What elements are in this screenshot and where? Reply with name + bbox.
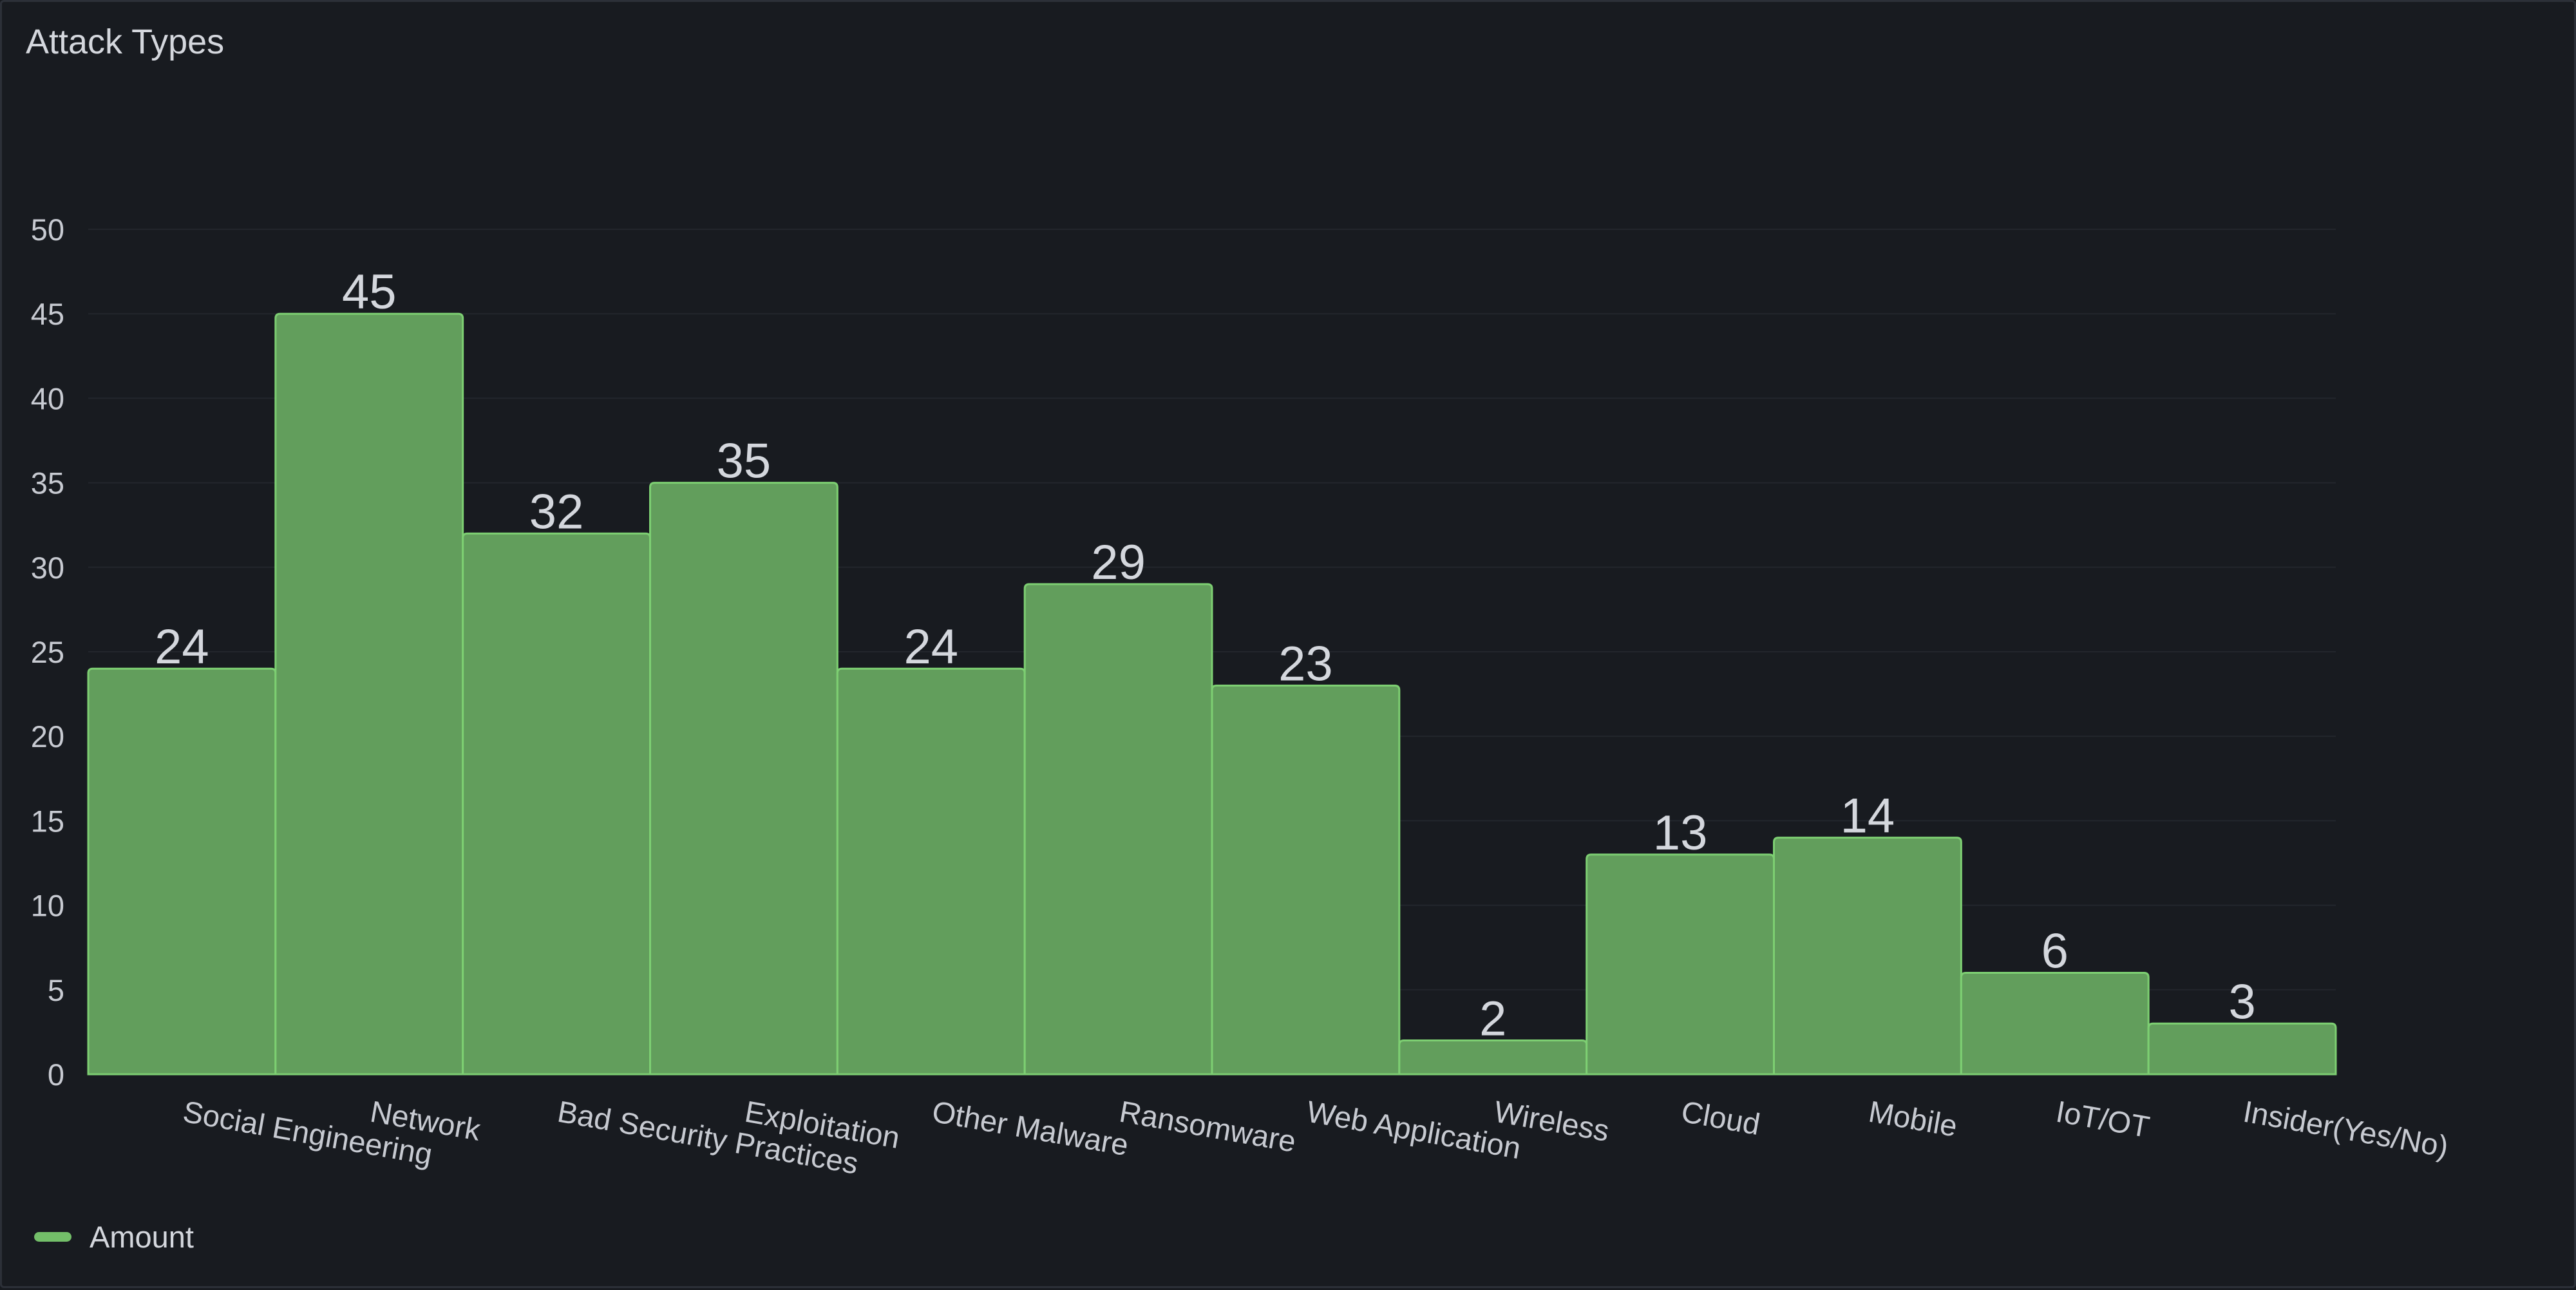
x-tick-label: Web Application <box>1304 1094 1523 1166</box>
bar[interactable] <box>462 532 651 1076</box>
x-tick-label: Cloud <box>1679 1094 1763 1142</box>
legend-label-amount[interactable]: Amount <box>90 1220 194 1254</box>
bar-value-label: 6 <box>2041 924 2069 979</box>
bar[interactable] <box>87 667 277 1076</box>
bar-value-label: 24 <box>155 620 209 674</box>
x-tick-label: Insider(Yes/No) <box>2240 1094 2450 1164</box>
bar[interactable] <box>274 312 464 1076</box>
y-tick-label: 20 <box>31 719 64 754</box>
y-tick-label: 50 <box>31 213 64 247</box>
bar-value-label: 32 <box>529 484 584 539</box>
x-tick-label: IoT/OT <box>2054 1094 2152 1144</box>
y-tick-label: 10 <box>31 889 64 923</box>
bar[interactable] <box>649 482 838 1076</box>
bar-value-label: 45 <box>342 265 397 319</box>
bar[interactable] <box>1211 684 1401 1076</box>
y-tick-label: 5 <box>48 973 64 1007</box>
bar-value-label: 23 <box>1278 636 1333 691</box>
y-tick-label: 40 <box>31 381 64 415</box>
x-tick-label: Mobile <box>1866 1094 1960 1143</box>
value-labels: 24 45 32 35 24 29 23 2 13 14 6 3 <box>155 265 2256 1046</box>
y-tick-label: 15 <box>31 804 64 838</box>
bar-value-label: 29 <box>1091 535 1146 590</box>
y-tick-label: 25 <box>31 635 64 669</box>
bar-value-label: 35 <box>717 434 772 489</box>
bar-value-label: 24 <box>904 620 958 674</box>
legend[interactable]: Amount <box>34 1219 194 1255</box>
bar-value-label: 2 <box>1479 992 1506 1047</box>
x-tick-label: Ransomware <box>1117 1094 1298 1159</box>
bar-value-label: 14 <box>1841 789 1895 844</box>
y-tick-label: 35 <box>31 466 64 500</box>
y-tick-label: 30 <box>31 551 64 585</box>
bar[interactable] <box>1023 583 1213 1076</box>
bar[interactable] <box>1773 837 1962 1076</box>
bar[interactable] <box>2147 1022 2337 1076</box>
bar-value-label: 3 <box>2228 974 2255 1029</box>
bar[interactable] <box>836 667 1026 1076</box>
bar[interactable] <box>1586 853 1775 1076</box>
bar[interactable] <box>1960 972 2150 1076</box>
bars <box>87 312 2337 1076</box>
panel-title: Attack Types <box>26 23 225 61</box>
y-axis-ticks: 0 5 10 15 20 25 30 35 40 45 50 <box>31 213 64 1092</box>
y-tick-label: 0 <box>48 1058 64 1092</box>
legend-swatch <box>34 1232 71 1242</box>
y-tick-label: 45 <box>31 297 64 331</box>
x-tick-label: Other Malware <box>930 1094 1132 1162</box>
bar-value-label: 13 <box>1653 806 1708 860</box>
